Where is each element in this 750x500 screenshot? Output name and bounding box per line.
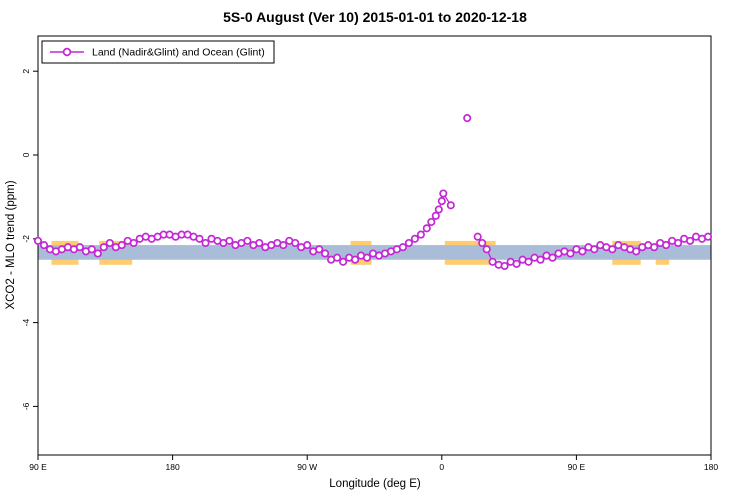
data-point-marker <box>662 241 671 250</box>
data-point-marker <box>410 234 419 243</box>
data-point-marker <box>243 236 252 245</box>
data-point-marker <box>431 211 440 220</box>
data-point-marker <box>590 245 599 254</box>
x-tick-label: 180 <box>704 462 718 472</box>
plot-border <box>37 35 712 456</box>
data-point-marker <box>416 230 425 239</box>
data-point-marker <box>255 238 264 248</box>
data-point-marker <box>512 259 521 268</box>
data-point-marker <box>650 243 659 252</box>
data-point-marker <box>39 241 49 250</box>
y-tick-label: -2 <box>21 235 31 243</box>
x-tick-label: 90 E <box>568 462 586 472</box>
series-layer <box>33 114 713 271</box>
legend-box <box>41 40 275 64</box>
data-point-marker <box>632 247 641 256</box>
data-point-marker <box>404 238 413 248</box>
data-point-marker <box>578 247 587 256</box>
data-point-marker <box>303 241 312 250</box>
y-tick-label: 2 <box>21 69 31 74</box>
data-point-marker <box>566 249 575 258</box>
data-point-marker <box>439 189 448 198</box>
data-point-marker <box>473 232 482 241</box>
data-point-marker <box>608 245 617 254</box>
data-point-marker <box>117 241 126 250</box>
data-point-marker <box>703 232 713 241</box>
x-tick-label: 90 E <box>29 462 47 472</box>
data-point-marker <box>339 257 348 266</box>
y-tick-label: 0 <box>21 152 31 157</box>
data-point-marker <box>201 238 210 248</box>
data-point-marker <box>674 238 683 248</box>
x-tick-label: 180 <box>166 462 180 472</box>
axes-layer: 90 E 180 90 W 0 90 E 180 2 0 -2 -4 -6 <box>21 35 718 472</box>
data-point-marker <box>524 257 533 266</box>
data-point-marker <box>351 255 360 264</box>
data-point-marker <box>488 257 497 266</box>
x-tick-label: 90 W <box>297 462 317 472</box>
data-point-marker <box>398 243 407 252</box>
legend-marker-icon <box>62 47 72 57</box>
data-point-marker <box>99 243 108 252</box>
data-point-marker <box>434 205 443 214</box>
data-point-marker <box>93 249 102 258</box>
data-point-marker <box>33 236 43 245</box>
data-point-marker <box>536 255 545 264</box>
data-point-marker <box>446 201 455 210</box>
data-point-marker <box>362 253 372 262</box>
data-point-marker <box>321 249 330 258</box>
legend-label: Land (Nadir&Glint) and Ocean (Glint) <box>92 47 265 59</box>
data-point-marker <box>686 236 695 245</box>
data-point-marker <box>75 243 84 252</box>
data-point-marker <box>315 245 324 254</box>
data-point-marker <box>279 241 288 250</box>
legend: Land (Nadir&Glint) and Ocean (Glint) <box>41 40 275 64</box>
x-axis-label: Longitude (deg E) <box>329 478 421 490</box>
data-point-marker <box>333 253 342 262</box>
data-point-marker <box>463 114 472 123</box>
data-point-marker <box>422 224 431 233</box>
y-axis-label: XCO2 - MLO trend (ppm) <box>5 180 17 309</box>
data-point-marker <box>482 245 491 254</box>
data-point-marker <box>87 245 96 254</box>
data-point-marker <box>437 197 446 206</box>
data-point-marker <box>291 238 300 248</box>
data-point-marker <box>427 217 436 227</box>
y-tick-label: -6 <box>21 402 31 410</box>
data-point-marker <box>548 253 557 262</box>
x-tick-label: 0 <box>439 462 444 472</box>
y-tick-label: -4 <box>21 319 31 327</box>
data-point-marker <box>225 236 234 245</box>
data-point-marker <box>105 238 114 248</box>
data-point-marker <box>500 261 509 271</box>
chart-title: 5S-0 August (Ver 10) 2015-01-01 to 2020-… <box>223 9 527 25</box>
data-point-marker <box>478 238 487 248</box>
data-point-marker <box>129 238 138 248</box>
data-point-marker <box>195 234 204 243</box>
